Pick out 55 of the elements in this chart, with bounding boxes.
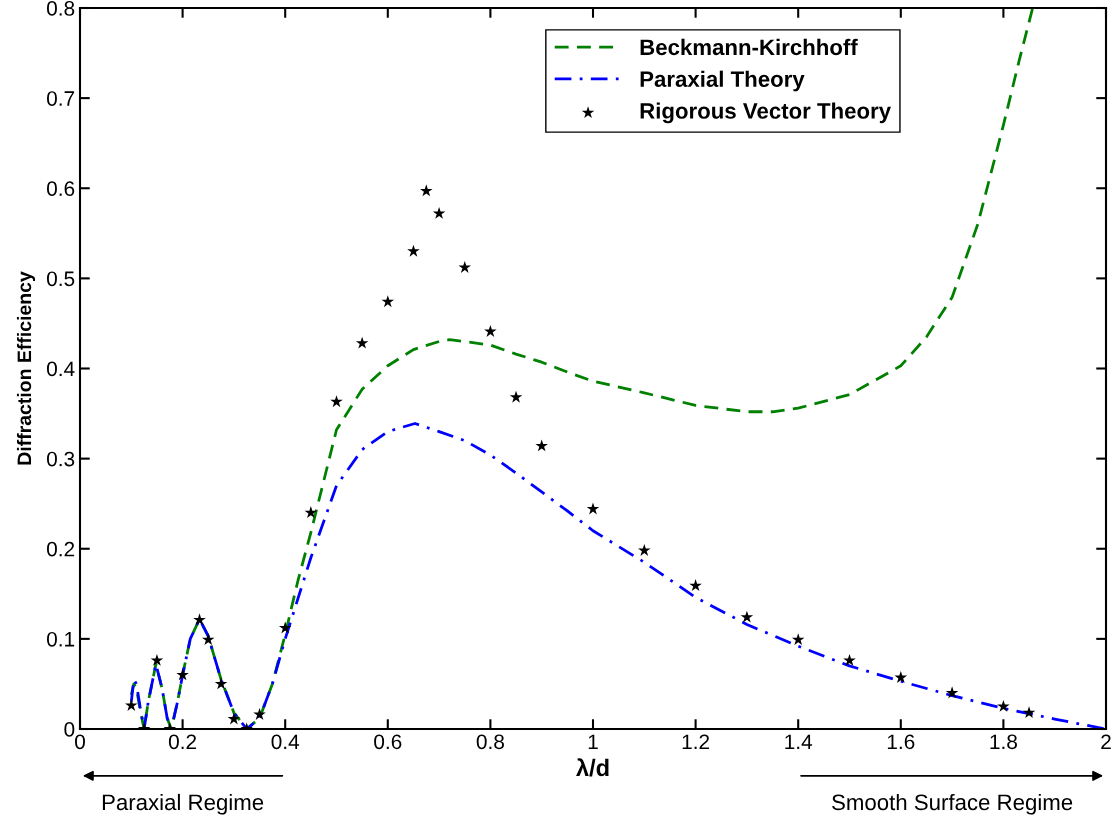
point — [176, 668, 189, 681]
point — [740, 610, 754, 623]
x-tick-label: 0.6 — [374, 734, 402, 750]
point — [458, 260, 472, 273]
x-tick-label: 0 — [75, 734, 85, 750]
point — [381, 295, 395, 308]
point — [945, 686, 959, 699]
point — [407, 244, 420, 257]
y-tick-label: 0.5 — [46, 271, 75, 287]
point — [843, 653, 856, 666]
point — [509, 390, 523, 403]
point — [894, 671, 908, 683]
x-tick-label: 0.8 — [476, 734, 504, 750]
point — [150, 653, 164, 666]
point — [432, 206, 446, 219]
line-series — [129, 8, 1035, 729]
point — [227, 712, 241, 725]
text: Paraxial Regime — [102, 793, 264, 815]
point — [330, 395, 343, 408]
y-tick-label: 0.3 — [46, 451, 75, 467]
legend-label: Beckmann-Kirchhoff — [640, 38, 858, 56]
text: Smooth Surface Regime — [832, 793, 1073, 815]
x-axis-title: λ/d — [576, 758, 609, 777]
point — [214, 677, 228, 690]
y-axis-title: Diffraction Efficiency — [16, 271, 36, 465]
y-tick-label: 0.2 — [46, 541, 75, 557]
legend-label: Paraxial Theory — [640, 70, 805, 92]
y-tick-label: 0.4 — [46, 361, 75, 377]
point — [997, 699, 1010, 712]
point — [278, 621, 292, 634]
x-tick-label: 0.2 — [168, 734, 197, 750]
x-tick-label: 0.4 — [271, 734, 300, 750]
y-tick-label: 0 — [64, 722, 75, 737]
point — [586, 502, 600, 515]
x-tick-label: 1.4 — [785, 734, 813, 749]
x-tick-label: 2 — [1101, 734, 1111, 749]
point — [1022, 706, 1036, 719]
x-tick-label: 1.6 — [887, 734, 915, 750]
point — [253, 707, 266, 720]
point — [304, 506, 318, 519]
legend-label: Rigorous Vector Theory — [640, 102, 891, 124]
x-tick-label: 1.8 — [990, 734, 1017, 750]
y-tick-label: 0.6 — [46, 181, 75, 196]
point — [355, 336, 369, 349]
point — [201, 633, 215, 646]
point — [420, 184, 433, 197]
point — [791, 633, 805, 646]
point — [689, 579, 702, 592]
x-tick-label: 1.2 — [682, 734, 710, 749]
y-tick-label: 0.8 — [46, 1, 75, 16]
x-tick-label: 1 — [588, 734, 598, 749]
y-tick-label: 0.1 — [46, 631, 75, 647]
point — [535, 439, 548, 452]
y-tick-label: 0.7 — [46, 91, 75, 106]
point — [193, 613, 206, 626]
